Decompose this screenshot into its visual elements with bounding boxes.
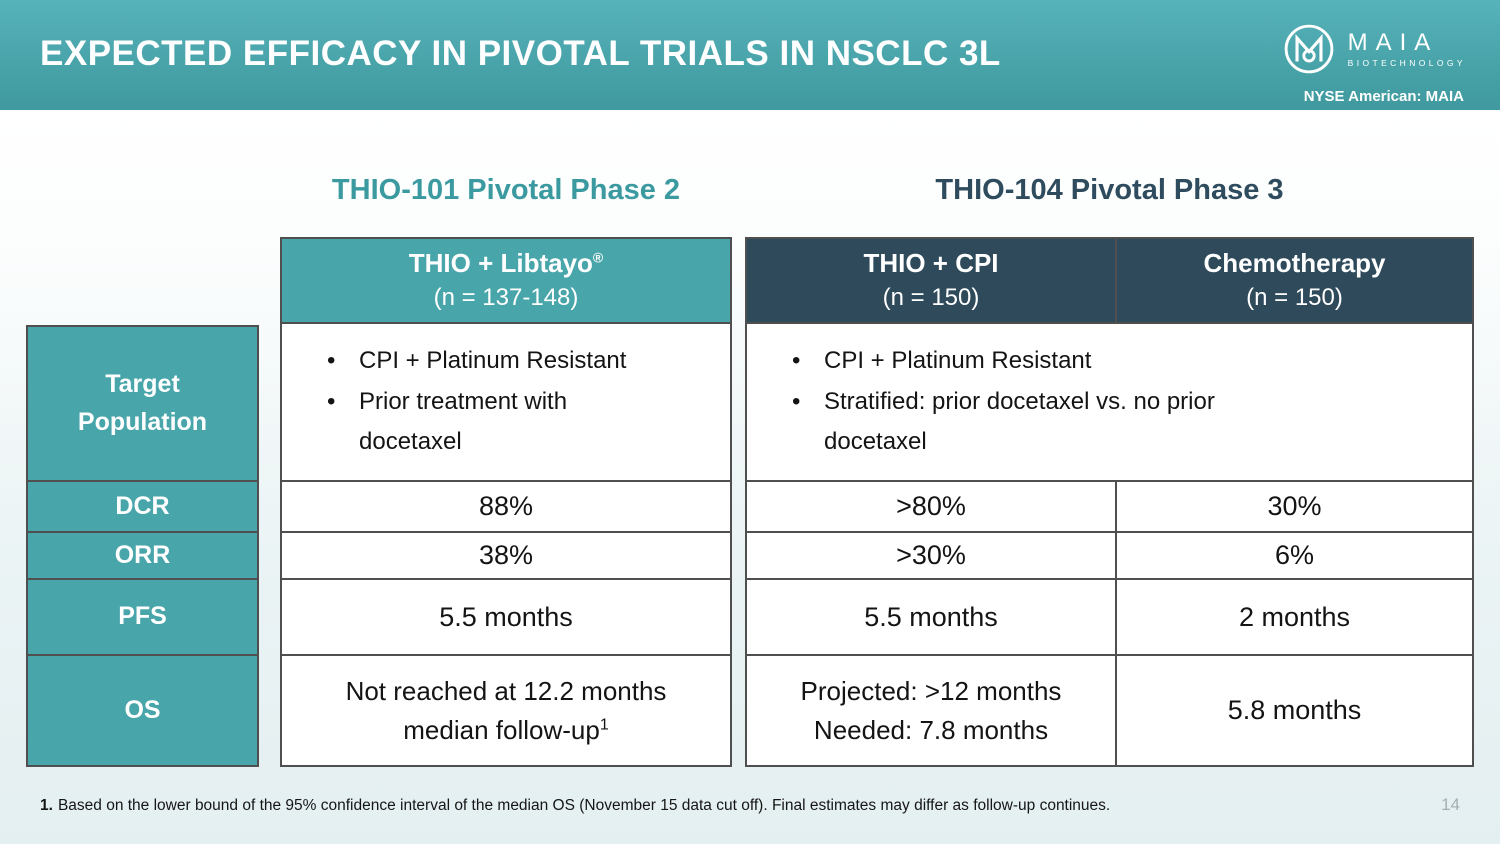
slide-title: EXPECTED EFFICACY IN PIVOTAL TRIALS IN N… bbox=[40, 34, 1001, 73]
header-bar: EXPECTED EFFICACY IN PIVOTAL TRIALS IN N… bbox=[0, 0, 1500, 110]
row-label-dcr: DCR bbox=[28, 480, 257, 531]
page-number: 14 bbox=[1441, 795, 1460, 814]
os-line1: Not reached at 12.2 months bbox=[345, 675, 667, 706]
thio104-cpi-title: THIO + CPI bbox=[863, 248, 999, 279]
bullet-icon: • bbox=[327, 387, 336, 415]
thio104-pfs-cell: 5.5 months bbox=[747, 578, 1117, 654]
bullet-item: • Prior treatment with docetaxel bbox=[327, 382, 664, 464]
thio101-pfs-cell: 5.5 months bbox=[282, 578, 730, 654]
bullet-item: • CPI + Platinum Resistant bbox=[327, 341, 626, 382]
thio101-column-header: THIO + Libtayo® (n = 137-148) bbox=[282, 239, 730, 322]
footnote-marker: 1. bbox=[40, 797, 53, 814]
registered-mark: ® bbox=[592, 249, 604, 266]
maia-logo-icon bbox=[1284, 24, 1333, 74]
thio101-title-text: THIO + Libtayo bbox=[408, 248, 593, 279]
row-label-column: Target Population DCR ORR PFS OS bbox=[26, 325, 259, 767]
brand-subtitle: BIOTECHNOLOGY bbox=[1347, 57, 1466, 68]
os-line2: median follow-up1 bbox=[403, 711, 608, 750]
footnote-reference: 1 bbox=[599, 715, 609, 733]
bullet-text: Stratified: prior docetaxel vs. no prior… bbox=[824, 387, 1215, 456]
os-needed-line: Needed: 7.8 months bbox=[813, 714, 1049, 745]
thio101-target-population-cell: • CPI + Platinum Resistant • Prior treat… bbox=[282, 322, 730, 480]
bullet-text: CPI + Platinum Resistant bbox=[824, 346, 1092, 374]
row-label-os: OS bbox=[28, 654, 257, 765]
thio104-section-title: THIO-104 Pivotal Phase 3 bbox=[935, 174, 1284, 206]
bullet-item: • CPI + Platinum Resistant bbox=[792, 341, 1091, 382]
thio104-table: THIO + CPI (n = 150) Chemotherapy (n = 1… bbox=[745, 237, 1474, 767]
thio101-column-n: (n = 137-148) bbox=[433, 283, 579, 311]
chemo-dcr-cell: 30% bbox=[1117, 480, 1472, 531]
thio101-section-title: THIO-101 Pivotal Phase 2 bbox=[331, 174, 681, 206]
chemo-orr-cell: 6% bbox=[1117, 531, 1472, 578]
ticker-label: NYSE American: MAIA bbox=[1303, 88, 1464, 105]
thio104-target-population-cell: • CPI + Platinum Resistant • Stratified:… bbox=[747, 322, 1472, 480]
bullet-icon: • bbox=[327, 346, 336, 374]
row-label-target-population: Target Population bbox=[77, 370, 208, 436]
bullet-text: Prior treatment with docetaxel bbox=[359, 387, 568, 456]
thio104-dcr-cell: >80% bbox=[747, 480, 1117, 531]
row-label-orr: ORR bbox=[28, 531, 257, 578]
thio101-table: THIO + Libtayo® (n = 137-148) • CPI + Pl… bbox=[280, 237, 732, 767]
os-projected-line: Projected: >12 months bbox=[800, 675, 1062, 706]
thio104-os-cell: Projected: >12 months Needed: 7.8 months bbox=[747, 654, 1117, 765]
row-label-pfs: PFS bbox=[28, 578, 257, 654]
chemo-pfs-cell: 2 months bbox=[1117, 578, 1472, 654]
thio104-orr-cell: >30% bbox=[747, 531, 1117, 578]
bullet-item: • Stratified: prior docetaxel vs. no pri… bbox=[792, 382, 1309, 464]
chemotherapy-n: (n = 150) bbox=[1246, 283, 1343, 311]
thio104-cpi-column-header: THIO + CPI (n = 150) bbox=[747, 239, 1117, 322]
bullet-icon: • bbox=[792, 387, 801, 415]
brand-name: MAIA bbox=[1347, 28, 1439, 56]
thio101-dcr-cell: 88% bbox=[282, 480, 730, 531]
brand-text: MAIA BIOTECHNOLOGY bbox=[1347, 28, 1466, 68]
footnote: 1. Based on the lower bound of the 95% co… bbox=[40, 797, 1110, 815]
footnote-text: Based on the lower bound of the 95% conf… bbox=[57, 797, 1111, 814]
thio104-cpi-n: (n = 150) bbox=[882, 283, 980, 311]
chemotherapy-column-header: Chemotherapy (n = 150) bbox=[1117, 239, 1472, 322]
bullet-text: CPI + Platinum Resistant bbox=[359, 346, 627, 374]
thio101-orr-cell: 38% bbox=[282, 531, 730, 578]
maia-brand: MAIA BIOTECHNOLOGY bbox=[1283, 23, 1466, 75]
os-line2-text: median follow-up bbox=[403, 714, 600, 745]
thio101-os-cell: Not reached at 12.2 months median follow… bbox=[282, 654, 730, 765]
chemo-os-cell: 5.8 months bbox=[1117, 654, 1472, 765]
chemotherapy-title: Chemotherapy bbox=[1203, 248, 1386, 279]
thio101-column-title: THIO + Libtayo® bbox=[409, 248, 604, 279]
bullet-icon: • bbox=[792, 346, 801, 374]
